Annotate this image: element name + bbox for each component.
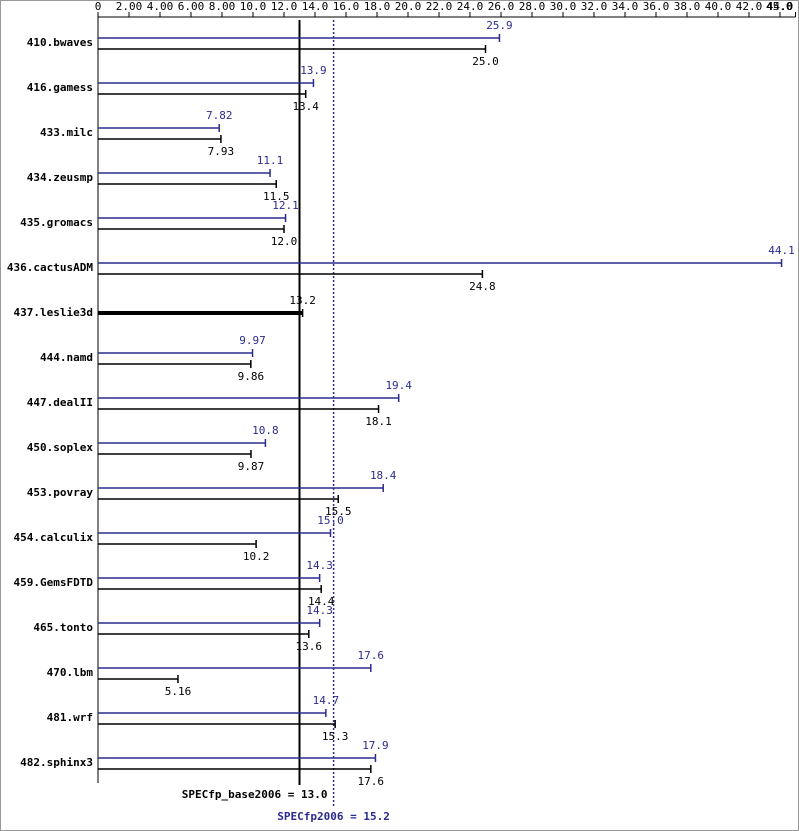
value-label: 10.8: [252, 424, 279, 437]
value-label: 44.1: [768, 244, 795, 257]
value-label: 19.4: [385, 379, 412, 392]
category-label: 434.zeusmp: [27, 171, 94, 184]
value-label: 11.1: [257, 154, 284, 167]
category-label: 453.povray: [27, 486, 94, 499]
value-label: 9.86: [238, 370, 265, 383]
value-label: 9.87: [238, 460, 265, 473]
category-label: 481.wrf: [47, 711, 93, 724]
x-tick-label: 28.0: [519, 0, 546, 13]
value-label: 15.3: [322, 730, 349, 743]
value-label: 9.97: [239, 334, 266, 347]
value-label: 14.3: [306, 604, 333, 617]
x-tick-label: 10.0: [240, 0, 267, 13]
value-label: 13.9: [300, 64, 327, 77]
category-label: 450.soplex: [27, 441, 94, 454]
x-tick-label: 14.0: [302, 0, 329, 13]
value-label: 13.6: [296, 640, 323, 653]
x-tick-label: 38.0: [674, 0, 701, 13]
x-tick-label: 20.0: [395, 0, 422, 13]
value-label: 14.3: [306, 559, 333, 572]
x-tick-label: 40.0: [705, 0, 732, 13]
category-label: 465.tonto: [33, 621, 93, 634]
value-label: 18.1: [365, 415, 392, 428]
value-label: 15.0: [317, 514, 344, 527]
value-label: 17.9: [362, 739, 389, 752]
value-label: 17.6: [358, 775, 385, 788]
x-tick-label: 12.0: [271, 0, 298, 13]
x-tick-label: 2.00: [116, 0, 143, 13]
category-label: 444.namd: [40, 351, 93, 364]
value-label: 17.6: [358, 649, 385, 662]
value-label: 12.1: [272, 199, 299, 212]
reference-label: SPECfp2006 = 15.2: [277, 810, 390, 823]
value-label: 18.4: [370, 469, 397, 482]
value-label: 15.5: [325, 505, 352, 518]
category-label: 482.sphinx3: [20, 756, 93, 769]
value-label: 10.2: [243, 550, 270, 563]
category-label: 437.leslie3d: [14, 306, 93, 319]
value-label: 13.2: [289, 294, 316, 307]
value-label: 13.4: [292, 100, 319, 113]
value-label: 25.0: [472, 55, 499, 68]
value-label: 5.16: [165, 685, 192, 698]
x-tick-label: 22.0: [426, 0, 453, 13]
x-tick-label: 42.0: [736, 0, 763, 13]
x-tick-label: 45.0: [766, 0, 793, 13]
value-label: 7.93: [208, 145, 235, 158]
category-label: 470.lbm: [47, 666, 94, 679]
category-label: 447.dealII: [27, 396, 93, 409]
x-tick-label: 24.0: [457, 0, 484, 13]
category-label: 416.gamess: [27, 81, 93, 94]
value-label: 14.7: [313, 694, 340, 707]
category-label: 436.cactusADM: [7, 261, 93, 274]
category-label: 454.calculix: [14, 531, 94, 544]
value-label: 12.0: [271, 235, 298, 248]
x-tick-label: 18.0: [364, 0, 391, 13]
category-label: 410.bwaves: [27, 36, 93, 49]
value-label: 7.82: [206, 109, 233, 122]
x-tick-label: 8.00: [209, 0, 236, 13]
x-tick-label: 26.0: [488, 0, 515, 13]
value-label: 14.4: [308, 595, 335, 608]
x-tick-label: 30.0: [550, 0, 577, 13]
reference-label: SPECfp_base2006 = 13.0: [182, 788, 328, 801]
x-tick-label: 6.00: [178, 0, 205, 13]
x-tick-label: 0: [95, 0, 102, 13]
category-label: 435.gromacs: [20, 216, 93, 229]
x-tick-label: 4.00: [147, 0, 174, 13]
value-label: 24.8: [469, 280, 496, 293]
x-tick-label: 16.0: [333, 0, 360, 13]
category-label: 459.GemsFDTD: [14, 576, 94, 589]
category-label: 433.milc: [40, 126, 93, 139]
x-tick-label: 44.0: [767, 0, 794, 13]
x-tick-label: 32.0: [581, 0, 608, 13]
value-label: 25.9: [486, 19, 513, 32]
value-label: 11.5: [263, 190, 290, 203]
x-tick-label: 34.0: [612, 0, 639, 13]
x-tick-label: 36.0: [643, 0, 670, 13]
